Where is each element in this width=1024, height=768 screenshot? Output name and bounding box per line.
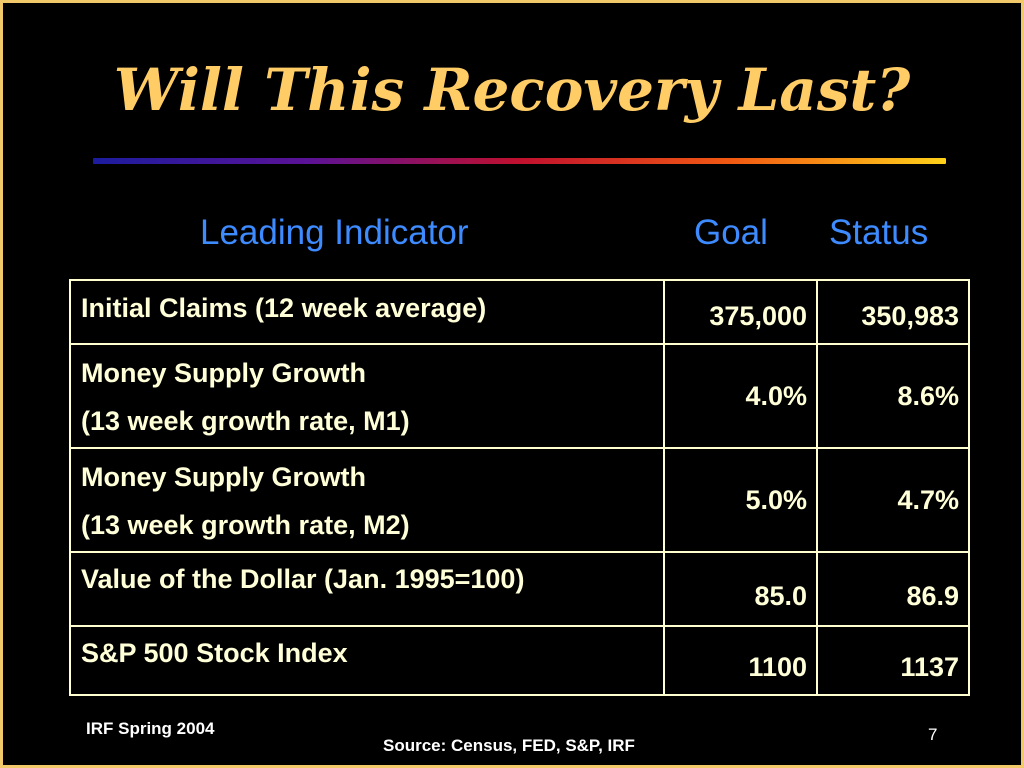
indicator-name-line: S&P 500 Stock Index <box>81 638 348 668</box>
indicator-name: Money Supply Growth (13 week growth rate… <box>69 447 665 553</box>
goal-value: 5.0% <box>663 447 818 553</box>
goal-value: 1100 <box>663 625 818 696</box>
indicator-name-line: Initial Claims (12 week average) <box>81 293 487 323</box>
indicator-name-line: Money Supply Growth <box>81 462 367 492</box>
indicator-name: Initial Claims (12 week average) <box>69 279 665 345</box>
table-row: S&P 500 Stock Index 1100 1137 <box>69 625 970 696</box>
status-value: 8.6% <box>816 343 970 449</box>
table-row: Value of the Dollar (Jan. 1995=100) 85.0… <box>69 551 970 627</box>
table-row: Money Supply Growth (13 week growth rate… <box>69 343 970 449</box>
indicator-name: Money Supply Growth (13 week growth rate… <box>69 343 665 449</box>
status-value: 4.7% <box>816 447 970 553</box>
table-row: Money Supply Growth (13 week growth rate… <box>69 447 970 553</box>
table-row: Initial Claims (12 week average) 375,000… <box>69 279 970 345</box>
indicator-name-line: Money Supply Growth <box>81 358 367 388</box>
title-divider <box>93 158 946 164</box>
indicator-name: Value of the Dollar (Jan. 1995=100) <box>69 551 665 627</box>
indicator-name-line: Value of the Dollar (Jan. 1995=100) <box>81 564 525 594</box>
column-header-indicator: Leading Indicator <box>200 213 469 252</box>
goal-value: 375,000 <box>663 279 818 345</box>
indicator-name-line: (13 week growth rate, M2) <box>81 510 410 540</box>
slide-title: Will This Recovery Last? <box>113 56 911 124</box>
footer-event-label: IRF Spring 2004 <box>86 719 215 738</box>
status-value: 86.9 <box>816 551 970 627</box>
goal-value: 4.0% <box>663 343 818 449</box>
indicator-name: S&P 500 Stock Index <box>69 625 665 696</box>
indicator-table: Initial Claims (12 week average) 375,000… <box>69 279 970 696</box>
status-value: 350,983 <box>816 279 970 345</box>
footer-source: Source: Census, FED, S&P, IRF <box>383 736 635 755</box>
column-header-status: Status <box>829 213 929 252</box>
indicator-name-line: (13 week growth rate, M1) <box>81 406 410 436</box>
column-header-goal: Goal <box>694 213 768 252</box>
goal-value: 85.0 <box>663 551 818 627</box>
status-value: 1137 <box>816 625 970 696</box>
page-number: 7 <box>928 725 938 744</box>
